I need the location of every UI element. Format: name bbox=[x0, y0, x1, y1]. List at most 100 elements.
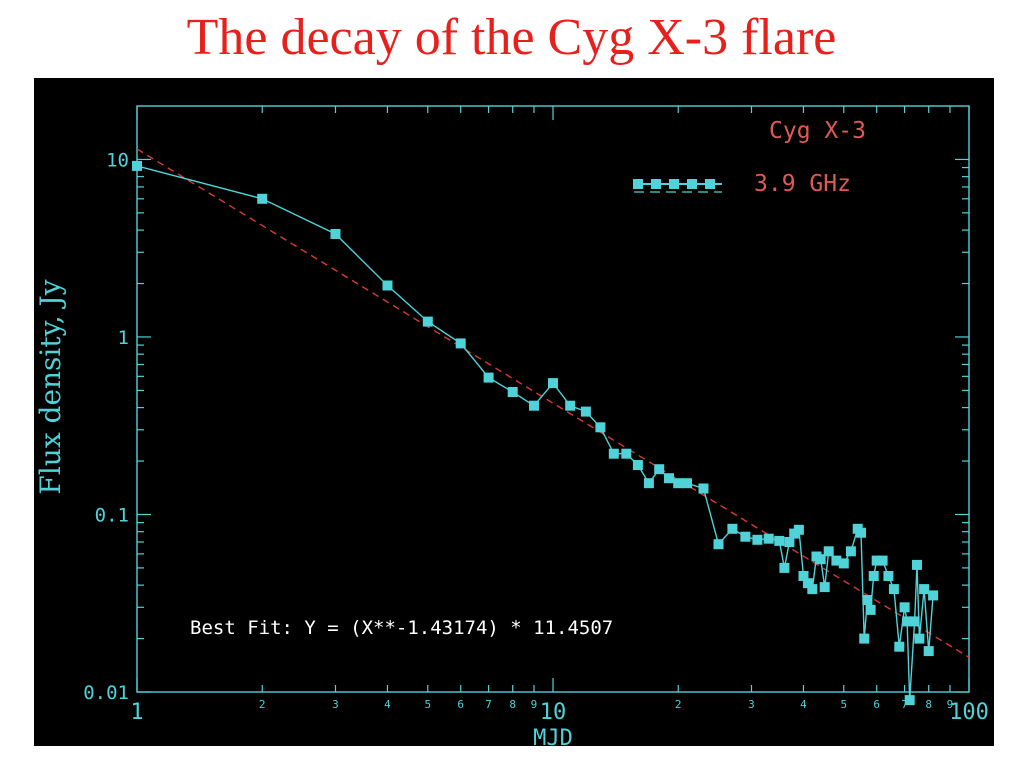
data-point-52 bbox=[894, 641, 905, 652]
x-minor-tick-label-13: 7 bbox=[901, 698, 908, 711]
data-point-27 bbox=[774, 535, 785, 546]
y-major-tick-label-0: 10 bbox=[106, 149, 129, 171]
data-point-37 bbox=[819, 582, 830, 593]
legend-source-label: Cyg X-3 bbox=[769, 118, 866, 144]
data-point-14 bbox=[621, 448, 632, 459]
data-point-49 bbox=[877, 555, 888, 566]
data-point-15 bbox=[632, 460, 643, 470]
data-point-57 bbox=[912, 559, 922, 570]
x-minor-tick-label-3: 5 bbox=[424, 698, 431, 711]
flux-decay-chart: 1 10 100 2 3 4 5 6 7 8 9 2 3 4 5 6 7 8 9 10 1 0.1 0.01 Cyg X-… bbox=[34, 105, 989, 746]
y-axis-title: Flux density, Jy bbox=[34, 279, 67, 494]
data-point-43 bbox=[856, 527, 866, 538]
data-point-6 bbox=[483, 372, 494, 383]
x-axis-title: MJD bbox=[533, 726, 573, 746]
x-minor-tick-label-6: 8 bbox=[509, 698, 516, 711]
data-point-18 bbox=[664, 473, 674, 484]
data-point-5 bbox=[455, 338, 466, 349]
data-point-22 bbox=[713, 539, 724, 550]
y-major-tick-label-3: 0.01 bbox=[83, 682, 129, 704]
data-point-53 bbox=[899, 602, 910, 613]
data-point-47 bbox=[868, 571, 879, 581]
x-major-tick-label-0: 1 bbox=[130, 700, 143, 725]
data-point-50 bbox=[883, 571, 894, 581]
data-point-9 bbox=[548, 378, 558, 389]
x-minor-tick-label-7: 9 bbox=[531, 698, 538, 711]
data-point-25 bbox=[752, 534, 763, 545]
x-minor-tick-label-1: 3 bbox=[332, 698, 339, 711]
data-point-44 bbox=[859, 633, 870, 644]
data-point-7 bbox=[507, 387, 518, 397]
data-point-12 bbox=[595, 422, 606, 433]
data-point-8 bbox=[529, 400, 539, 411]
data-point-46 bbox=[865, 604, 876, 615]
data-point-19 bbox=[673, 478, 684, 489]
data-point-58 bbox=[914, 633, 925, 644]
data-point-24 bbox=[740, 531, 751, 542]
best-fit-annotation: Best Fit: Y = (X**-1.43174) * 11.4507 bbox=[190, 617, 613, 639]
data-point-2 bbox=[330, 229, 341, 239]
x-minor-tick-label-2: 4 bbox=[384, 698, 391, 711]
data-point-10 bbox=[565, 400, 576, 411]
x-minor-tick-label-10: 4 bbox=[800, 698, 807, 711]
data-point-17 bbox=[654, 464, 665, 475]
data-point-32 bbox=[798, 571, 809, 581]
data-point-3 bbox=[382, 280, 393, 291]
data-point-31 bbox=[793, 524, 804, 535]
slide-title: The decay of the Cyg X-3 flare bbox=[186, 9, 837, 66]
data-point-20 bbox=[682, 478, 692, 489]
data-point-11 bbox=[580, 406, 591, 417]
data-point-38 bbox=[823, 546, 834, 557]
data-point-21 bbox=[698, 483, 709, 494]
x-minor-tick-label-9: 3 bbox=[748, 698, 755, 711]
data-point-60 bbox=[923, 646, 934, 657]
data-point-26 bbox=[763, 533, 774, 544]
legend-entry-label: 3.9 GHz bbox=[754, 171, 851, 197]
data-point-34 bbox=[807, 584, 818, 595]
data-point-40 bbox=[838, 558, 849, 569]
legend-swatch-marker-1 bbox=[651, 179, 661, 189]
x-minor-tick-label-15: 9 bbox=[947, 698, 954, 711]
fit-line-group bbox=[136, 148, 970, 658]
y-axis-ticks: 10 1 0.1 0.01 bbox=[83, 149, 969, 704]
x-major-tick-label-2: 100 bbox=[949, 700, 989, 725]
legend-swatch-marker-0 bbox=[633, 179, 643, 189]
data-point-48 bbox=[871, 555, 882, 566]
x-minor-tick-label-5: 7 bbox=[485, 698, 492, 711]
x-minor-tick-label-0: 2 bbox=[259, 698, 266, 711]
x-axis-ticks: 1 10 100 2 3 4 5 6 7 8 9 2 3 4 5 6 7 8 9 bbox=[130, 106, 989, 725]
data-point-61 bbox=[928, 590, 939, 601]
x-minor-tick-label-11: 5 bbox=[840, 698, 847, 711]
data-point-54 bbox=[902, 616, 913, 627]
data-point-45 bbox=[862, 595, 873, 605]
data-point-4 bbox=[422, 316, 433, 327]
x-major-tick-label-1: 10 bbox=[540, 700, 567, 725]
data-point-13 bbox=[608, 448, 619, 459]
chart-panel: 1 10 100 2 3 4 5 6 7 8 9 2 3 4 5 6 7 8 9 10 1 0.1 0.01 Cyg X-… bbox=[34, 78, 994, 746]
data-point-39 bbox=[831, 555, 842, 566]
data-point-28 bbox=[779, 562, 790, 573]
legend-swatch-marker-4 bbox=[705, 179, 715, 189]
data-series-group bbox=[132, 160, 939, 706]
y-major-tick-label-2: 0.1 bbox=[95, 504, 129, 526]
data-point-29 bbox=[784, 537, 795, 547]
data-point-56 bbox=[909, 616, 920, 627]
x-minor-tick-label-14: 8 bbox=[925, 698, 932, 711]
data-point-51 bbox=[888, 584, 899, 595]
data-point-55 bbox=[904, 695, 915, 706]
data-point-41 bbox=[845, 546, 856, 557]
data-point-16 bbox=[643, 478, 654, 489]
data-point-36 bbox=[815, 554, 826, 565]
data-point-23 bbox=[727, 523, 738, 534]
legend-swatch-marker-3 bbox=[687, 179, 697, 189]
data-point-59 bbox=[919, 584, 930, 595]
legend-swatch-marker-2 bbox=[669, 179, 679, 189]
best-fit-line bbox=[136, 148, 970, 658]
data-point-33 bbox=[802, 578, 813, 589]
y-major-tick-label-1: 1 bbox=[118, 327, 129, 349]
x-minor-tick-label-4: 6 bbox=[457, 698, 464, 711]
x-minor-tick-label-8: 2 bbox=[675, 698, 682, 711]
legend-swatch-3-9-ghz bbox=[633, 179, 722, 193]
x-minor-tick-label-12: 6 bbox=[873, 698, 880, 711]
data-point-1 bbox=[257, 193, 268, 204]
